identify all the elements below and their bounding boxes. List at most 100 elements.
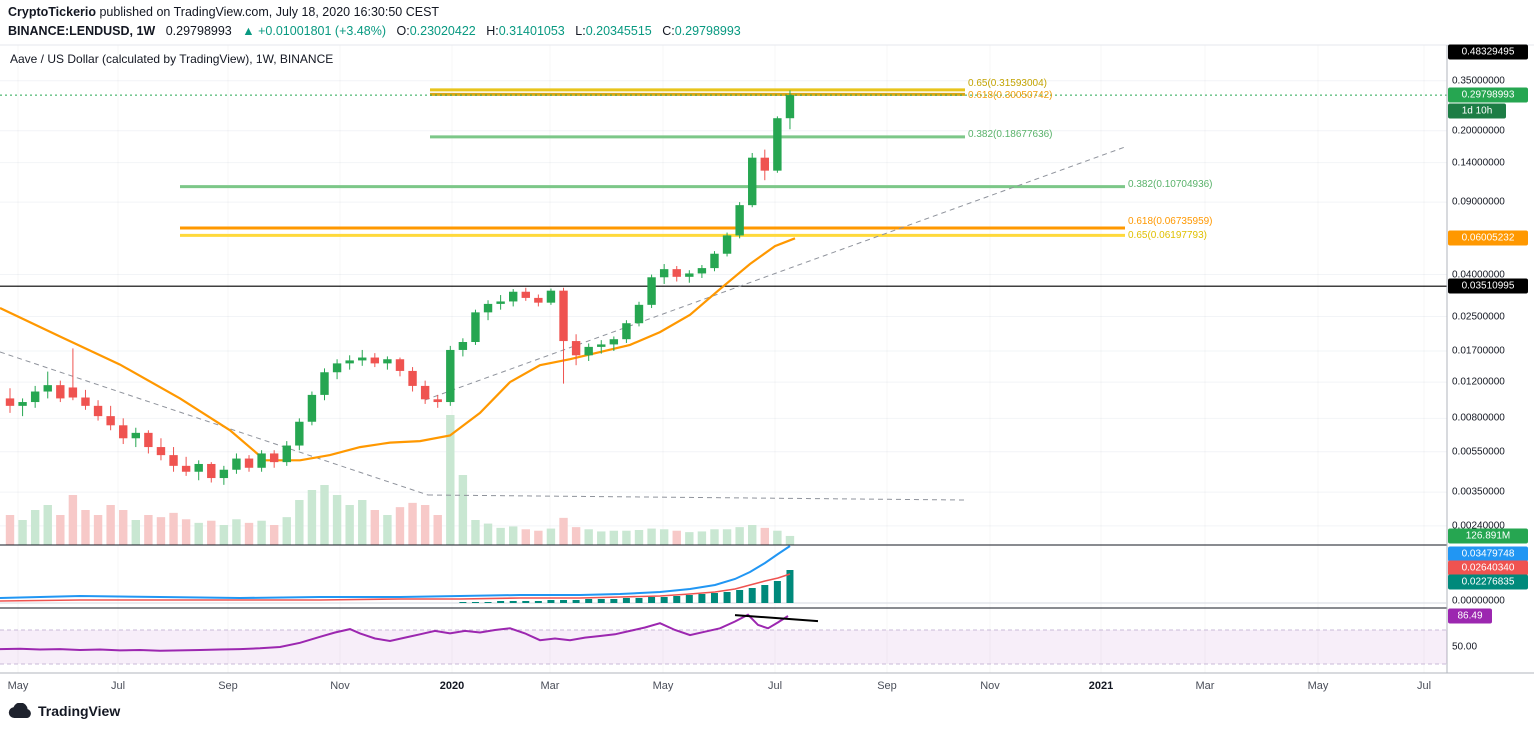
volume-bar [735,527,744,545]
candle [56,380,65,403]
volume-bar [458,475,468,545]
volume-bar [370,510,380,545]
candle [144,430,153,454]
candle [609,336,619,351]
candle-body [257,453,266,468]
volume-bar [269,525,279,545]
candle [697,265,707,278]
candle [93,400,103,421]
candle-body [697,268,707,274]
price-axis-label: 0.00240000 [1452,520,1505,532]
candle-body [358,357,367,361]
drawings [0,94,1447,501]
time-axis-label: Jul [767,680,783,692]
author-name: CryptoTickerio [8,5,96,19]
candle-body [269,453,279,463]
candle [332,359,342,380]
indicator-hist-bar [710,593,718,603]
fib-level-label: 0.382(0.18677636) [968,128,1053,140]
volume-bar [181,519,191,545]
indicator-hist-bar [585,599,593,603]
indicator-hist-bar [560,600,568,603]
candle [119,418,128,445]
candle-body [307,394,317,422]
volume-histogram [5,415,795,545]
indicator-hist-bar [673,596,681,603]
candle [232,453,241,474]
volume-bar [68,495,78,545]
indicator-hist-bar [534,601,542,603]
price-axis-label: 0.20000000 [1452,125,1505,137]
candle-body [760,157,769,171]
candle [546,288,556,305]
volume-bar [18,520,27,545]
indicator-hist-bar [648,597,656,603]
candle [282,441,291,466]
tradingview-logo[interactable]: TradingView [8,703,120,719]
candle-body [295,421,304,446]
fib-retracement-lines [180,88,1125,237]
price-axis-label: 0.01200000 [1452,376,1505,388]
candle [18,398,27,417]
candle-body [232,458,241,470]
time-axis-label: Mar [540,680,560,692]
trendline [427,494,966,501]
volume-bar [320,485,329,545]
candle [659,264,669,284]
rsi-pane [0,613,1447,665]
chart-legend-title: Aave / US Dollar (calculated by TradingV… [10,52,334,66]
candle [194,460,203,481]
volume-bar [144,515,153,545]
indicator-hist-bar [597,599,605,603]
candle [181,456,191,476]
gridlines [0,45,1447,673]
candle-body [647,277,656,305]
indicator-hist-bar [497,601,505,603]
candle [647,274,656,309]
volume-bar [169,512,178,545]
candle-body [93,405,103,417]
indicator-hist-bar [786,570,794,603]
indicator-hist-bar [610,599,618,603]
volume-bar [30,510,40,545]
candle [408,367,417,392]
time-axis-label: 2020 [439,680,465,692]
time-axis-label: Mar [1195,680,1215,692]
volume-bar [257,520,266,545]
volume-bar [43,505,52,545]
last-price: 0.29798993 [165,24,232,38]
price-axis-label: 0.35000000 [1452,75,1505,87]
candle-body [420,385,430,400]
price-axis-label: 0.00350000 [1452,486,1505,498]
candle-body [282,445,291,463]
candle [722,232,732,257]
candle-body [144,432,153,448]
volume-bar [119,510,128,545]
fib-level-label: 0.618(0.30050742) [968,90,1053,102]
candle-body [345,360,354,364]
volume-bar [634,530,644,545]
price-axis-label: 0.01700000 [1452,345,1505,357]
candle [383,356,392,370]
candle [446,345,455,406]
indicator-hist-bar [547,600,555,603]
time-axis[interactable] [0,673,1447,700]
candle [244,455,254,472]
candle-body [446,349,455,403]
cloud-logo-icon [8,703,31,718]
volume-bar [433,515,442,545]
high-level-badge: 0.48329495 [1448,44,1528,60]
candle [106,405,115,431]
time-axis-label: May [652,680,674,692]
volume-bar [383,515,392,545]
rsi-mid-label: 50.00 [1452,641,1478,653]
change-arrow-icon: ▲ [242,24,255,38]
rsi-band [0,630,1447,664]
low-value: 0.20345515 [585,24,652,38]
volume-bar [697,531,707,545]
fib-level-label: 0.65(0.06197793) [1128,230,1207,242]
rsi-trendline [734,614,819,623]
volume-bar [760,527,769,545]
